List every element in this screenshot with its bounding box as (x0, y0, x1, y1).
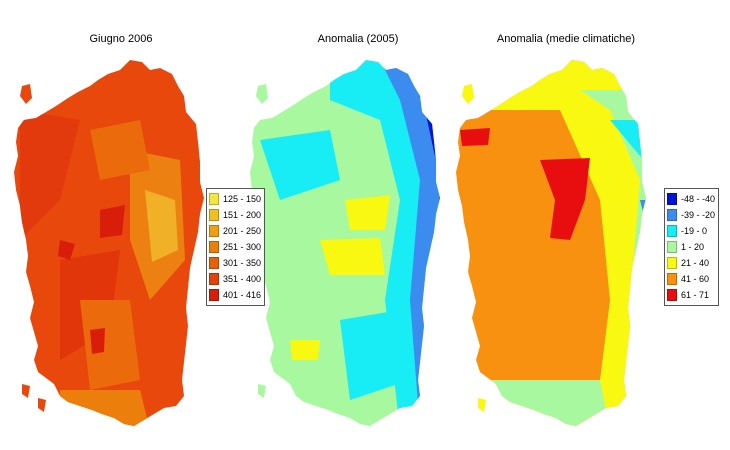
legend-item: 61 - 71 (667, 287, 715, 303)
legend-label: 151 - 200 (223, 210, 262, 220)
map-june-2006 (14, 60, 204, 426)
map-anomaly-2005 (250, 60, 440, 426)
legend-label: 201 - 250 (223, 226, 262, 236)
legend-item: 125 - 150 (209, 191, 261, 207)
legend-item: 41 - 60 (667, 271, 715, 287)
legend-label: 301 - 350 (223, 258, 262, 268)
legend-item: 301 - 350 (209, 255, 261, 271)
legend-label: 351 - 400 (223, 274, 262, 284)
legend-swatch (667, 193, 677, 205)
legend-swatch (209, 209, 219, 221)
legend-item: 21 - 40 (667, 255, 715, 271)
legend-label: 125 - 150 (223, 194, 262, 204)
legend-swatch (667, 225, 677, 237)
legend-anomaly-climate: -48 - -40 -39 - -20 -19 - 0 1 - 20 21 - … (664, 188, 720, 306)
map-title-anomaly-climate: Anomalia (medie climatiche) (496, 33, 636, 45)
legend-label: -39 - -20 (681, 210, 716, 220)
legend-label: -19 - 0 (681, 226, 708, 236)
legend-item: 251 - 300 (209, 239, 261, 255)
legend-swatch (667, 289, 677, 301)
legend-label: 41 - 60 (681, 274, 710, 284)
legend-item: -39 - -20 (667, 207, 715, 223)
legend-swatch (209, 273, 219, 285)
legend-item: 1 - 20 (667, 239, 715, 255)
legend-swatch (667, 209, 677, 221)
legend-item: 201 - 250 (209, 223, 261, 239)
legend-label: 401 - 416 (223, 290, 262, 300)
legend-item: 401 - 416 (209, 287, 261, 303)
legend-swatch (209, 289, 219, 301)
map-title-anomaly-2005: Anomalia (2005) (317, 33, 399, 45)
legend-swatch (667, 273, 677, 285)
legend-swatch (209, 225, 219, 237)
legend-label: 1 - 20 (681, 242, 705, 252)
legend-label: -48 - -40 (681, 194, 716, 204)
legend-item: 351 - 400 (209, 271, 261, 287)
legend-label: 61 - 71 (681, 290, 710, 300)
legend-swatch (667, 241, 677, 253)
legend-label: 251 - 300 (223, 242, 262, 252)
legend-swatch (667, 257, 677, 269)
legend-item: 151 - 200 (209, 207, 261, 223)
legend-june-2006: 125 - 150 151 - 200 201 - 250 251 - 300 … (206, 188, 266, 306)
legend-label: 21 - 40 (681, 258, 710, 268)
legend-item: -19 - 0 (667, 223, 715, 239)
legend-swatch (209, 241, 219, 253)
legend-swatch (209, 193, 219, 205)
legend-swatch (209, 257, 219, 269)
map-title-june-2006: Giugno 2006 (89, 33, 153, 45)
map-anomaly-climate (456, 60, 646, 426)
legend-item: -48 - -40 (667, 191, 715, 207)
